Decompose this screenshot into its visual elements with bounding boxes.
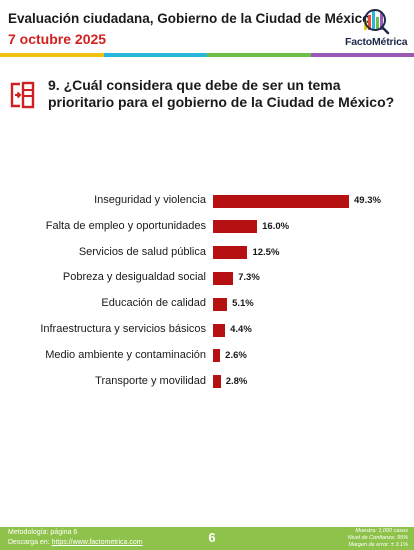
bar — [213, 246, 248, 260]
value-label: 49.3% — [354, 195, 381, 206]
bar-magnifier-logo-icon — [364, 9, 390, 35]
download-label: Descarga en: — [8, 539, 50, 546]
category-label: Inseguridad y violencia — [94, 194, 206, 206]
category-label: Pobreza y desigualdad social — [62, 271, 206, 284]
color-stripe — [0, 53, 414, 57]
value-label: 12.5% — [252, 246, 280, 258]
sample-size: Muestra: 1,000 casos — [355, 528, 408, 534]
bar — [213, 220, 258, 234]
value-label: 4.4% — [230, 324, 252, 335]
bar — [213, 271, 234, 285]
value-label: 5.1% — [232, 298, 254, 310]
bar — [213, 349, 221, 363]
value-label: 2.6% — [225, 349, 247, 361]
page-number: 6 — [208, 530, 216, 545]
category-label: Transporte y movilidad — [95, 374, 206, 387]
stripe-yellow — [0, 53, 104, 57]
stripe-purple — [310, 53, 414, 57]
value-label: 2.8% — [225, 375, 248, 387]
download-link[interactable]: https://www.factometrica.com — [51, 539, 143, 546]
category-label: Servicios de salud pública — [78, 245, 206, 258]
value-label: 16.0% — [262, 220, 290, 232]
category-label: Educación de calidad — [101, 297, 206, 310]
bar — [213, 297, 228, 311]
factometrica-logo: FactoMétrica — [338, 6, 412, 52]
bar — [213, 194, 349, 208]
question-text: 9. ¿Cuál considera que debe de ser un te… — [48, 77, 395, 110]
category-label: Falta de empleo y oportunidades — [45, 219, 206, 232]
bar — [213, 375, 221, 389]
report-title: Evaluación ciudadana, Gobierno de la Ciu… — [8, 11, 371, 26]
download-note: Descarga en: https://www.factometrica.co… — [8, 539, 143, 546]
bar — [213, 323, 226, 337]
header: Evaluación ciudadana, Gobierno de la Ciu… — [0, 0, 414, 52]
category-label: Medio ambiente y contaminación — [45, 348, 206, 361]
methodology-note: Metodología: página 6 — [8, 529, 78, 536]
footer: Metodología: página 6 Descarga en: https… — [0, 527, 414, 550]
confidence-level: Nivel de Confianza: 95% — [347, 535, 408, 541]
report-date: 7 octubre 2025 — [8, 31, 107, 47]
priority-topics-bar-chart: Inseguridad y violencia 49.3% Falta de emp… — [0, 180, 414, 400]
stripe-green — [207, 53, 311, 57]
value-label: 7.3% — [238, 272, 260, 284]
logo-text: FactoMétrica — [345, 36, 408, 48]
document-arrow-icon — [10, 81, 35, 109]
stripe-blue — [103, 53, 207, 57]
category-label: Infraestructura y servicios básicos — [40, 323, 206, 335]
margin-of-error: Margen de error: ± 3.1% — [348, 542, 408, 548]
